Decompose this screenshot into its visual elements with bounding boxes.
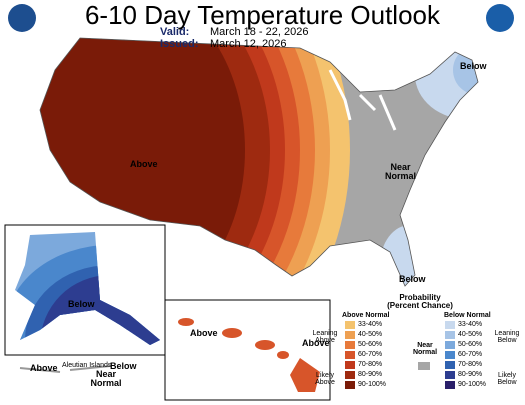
legend-swatch [445,381,455,389]
map-label: Above [302,338,330,348]
legend-note: Likely Above [315,372,335,387]
valid-label: Valid: [160,26,190,38]
legend-note: Leaning Above [312,330,338,345]
doc-logo [8,4,36,32]
legend-label: 90-100% [458,381,487,388]
legend-label: 80-90% [358,371,383,378]
legend-note: Likely Below [497,372,517,387]
map-label: Aleutian Islands [62,362,112,369]
legend-label: 50-60% [458,341,483,348]
legend-label: 40-50% [358,331,383,338]
legend-heading: Above Normal [342,312,390,319]
legend-label: 70-80% [458,361,483,368]
legend-swatch [445,331,455,339]
legend-label: 90-100% [358,381,387,388]
legend-swatch [445,351,455,359]
legend-swatch [445,371,455,379]
legend-swatch [345,371,355,379]
issued-label: Issued: [160,38,199,50]
legend-title: Probability (Percent Chance) [387,293,453,311]
legend-note: Leaning Below [494,330,520,345]
legend-label: 33-40% [358,321,383,328]
map-label: Above [130,159,158,169]
map-label: Above [190,328,218,338]
legend-label: 60-70% [458,351,483,358]
legend-swatch [345,381,355,389]
hawaii-inset [164,299,331,401]
map-label: Near Normal [90,369,122,389]
legend-swatch [345,341,355,349]
map-label: Below [110,361,137,371]
legend-swatch [345,321,355,329]
legend-heading: Near Normal [412,342,438,357]
legend-label: 50-60% [358,341,383,348]
map-label: Below [460,61,487,71]
legend-swatch [445,341,455,349]
legend-swatch [345,351,355,359]
legend-label: 33-40% [458,321,483,328]
legend-swatch [345,331,355,339]
legend-label: 60-70% [358,351,383,358]
alaska-inset [4,224,166,356]
legend-heading: Below Normal [444,312,491,319]
map-label: Above [30,363,58,373]
legend-swatch [418,362,430,370]
issued-date: March 12, 2026 [210,38,287,50]
noaa-logo [486,4,514,32]
legend-label: 80-90% [458,371,483,378]
legend-swatch [345,361,355,369]
map-label: Near Normal [384,162,416,182]
valid-dates: March 18 - 22, 2026 [210,26,309,38]
legend-swatch [445,361,455,369]
legend-label: 70-80% [358,361,383,368]
legend-label: 40-50% [458,331,483,338]
title: 6-10 Day Temperature Outlook [84,0,441,30]
map-label: Below [68,299,95,309]
legend-swatch [445,321,455,329]
map-label: Below [399,274,426,284]
